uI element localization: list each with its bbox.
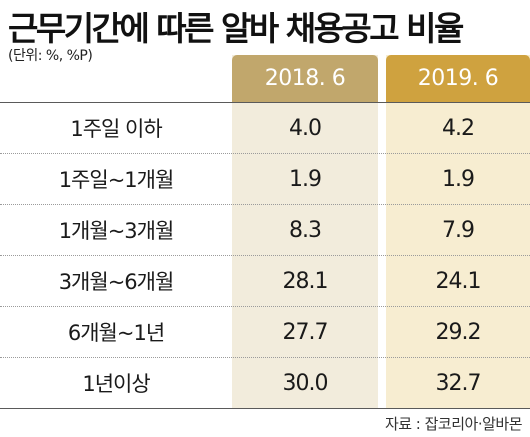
row-divider	[0, 306, 530, 307]
table-top-rule	[0, 102, 530, 103]
value-2019: 4.2	[442, 115, 475, 141]
value-2018: 1.9	[289, 166, 322, 192]
value-2019: 1.9	[442, 166, 475, 192]
value-2018: 4.0	[289, 115, 322, 141]
row-label: 1주일 이하	[70, 117, 162, 141]
value-2019: 7.9	[442, 217, 475, 243]
column-background-2018	[232, 55, 378, 408]
row-label: 6개월~1년	[67, 321, 165, 345]
row-divider	[0, 255, 530, 256]
row-divider	[0, 153, 530, 154]
value-2019: 29.2	[435, 319, 482, 345]
value-2018: 8.3	[289, 217, 322, 243]
value-2018: 30.0	[282, 370, 329, 396]
row-label: 1년이상	[82, 372, 150, 396]
column-header-2019: 2019. 6	[386, 55, 530, 102]
value-2019: 32.7	[435, 370, 482, 396]
row-label: 3개월~6개월	[58, 270, 175, 294]
value-2018: 27.7	[282, 319, 329, 345]
row-label: 1개월~3개월	[58, 219, 175, 243]
value-2018: 28.1	[282, 268, 329, 294]
value-2019: 24.1	[435, 268, 482, 294]
row-divider	[0, 357, 530, 358]
chart-title: 근무기간에 따른 알바 채용공고 비율	[8, 9, 464, 48]
row-divider	[0, 204, 530, 205]
source-note: 자료 : 잡코리아·알바몬	[384, 415, 523, 433]
row-label: 1주일~1개월	[58, 168, 175, 192]
column-background-2019	[386, 55, 530, 408]
unit-note: (단위: %, %P)	[8, 48, 93, 64]
column-header-2018: 2018. 6	[232, 55, 378, 102]
table-bottom-rule	[0, 408, 530, 409]
